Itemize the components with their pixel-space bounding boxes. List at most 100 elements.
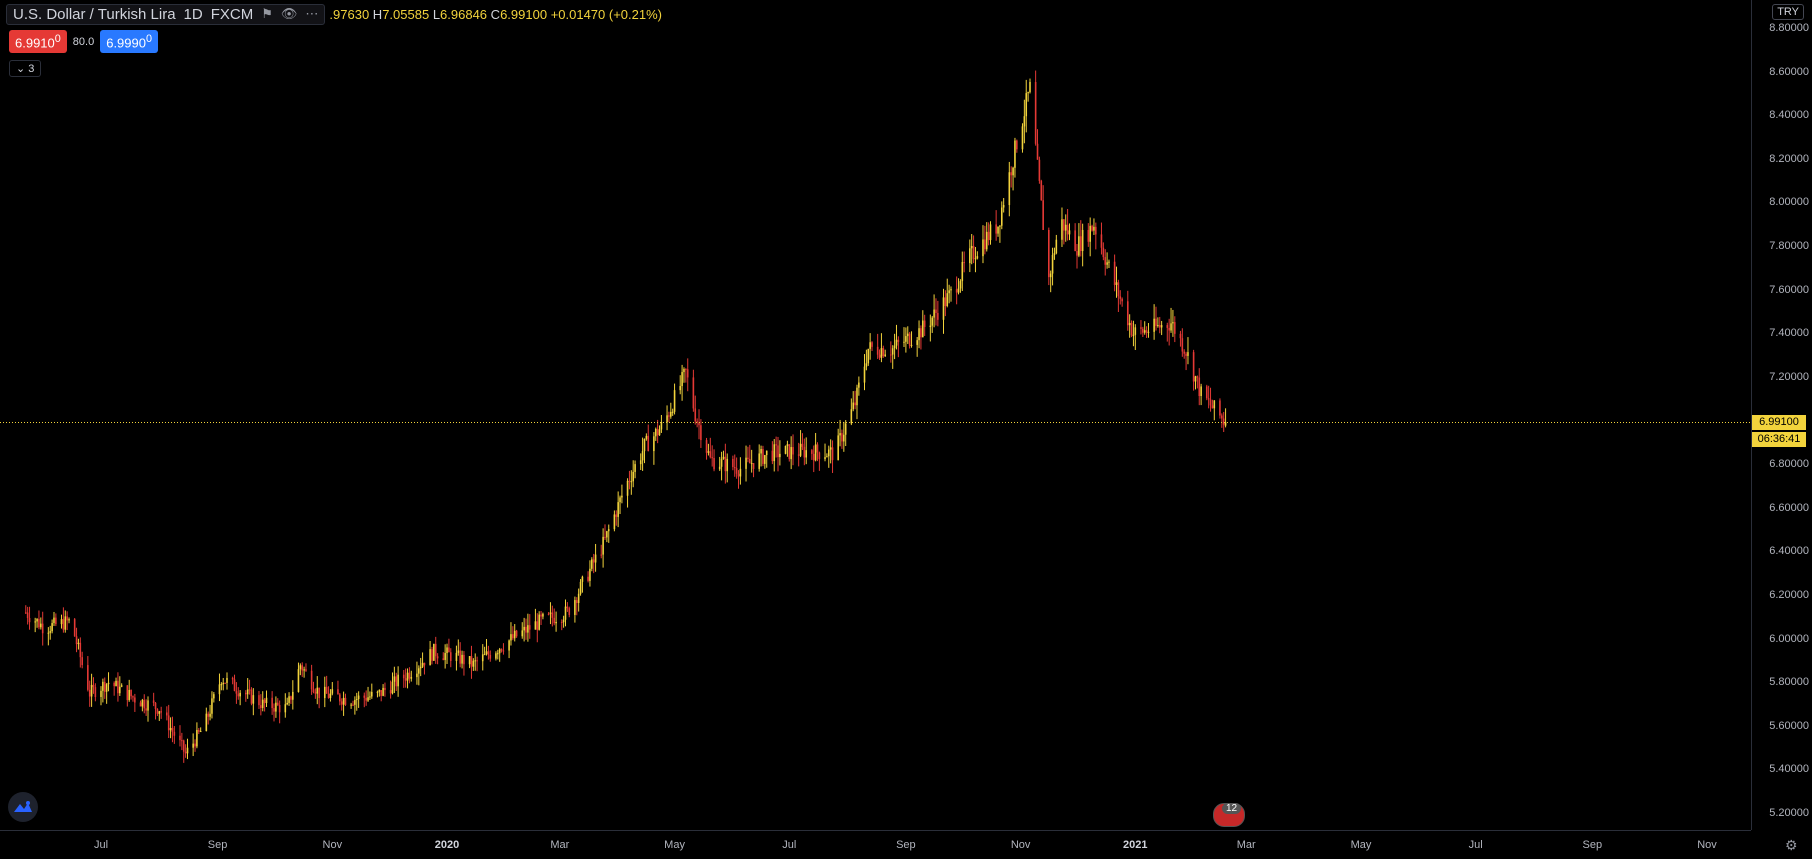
candle-body — [327, 693, 330, 698]
candle-body — [367, 697, 369, 701]
time-tick-label: Nov — [1010, 839, 1031, 851]
price-axis[interactable]: 8.80000 8.60000 8.40000 8.20000 8.00000 7.800… — [1751, 0, 1812, 830]
candle-body — [154, 702, 157, 709]
candle-body — [331, 689, 334, 694]
candle-body — [801, 443, 804, 447]
candle-body — [969, 248, 971, 264]
tradingview-logo-icon[interactable] — [8, 792, 38, 822]
candle-body — [944, 297, 947, 306]
candle-body — [1121, 298, 1123, 302]
candle-body — [841, 433, 843, 442]
candle-body — [1115, 282, 1118, 285]
candle-body — [733, 467, 736, 469]
candle-body — [169, 727, 172, 731]
candle-series[interactable] — [24, 70, 1227, 763]
candle-body — [891, 348, 894, 355]
candle-body — [643, 438, 646, 452]
candle-body — [1117, 282, 1120, 297]
candle-body — [923, 320, 926, 327]
candle-body — [515, 630, 518, 637]
symbol-title[interactable]: U.S. Dollar / Turkish Lira 1D FXCM ⚑ 👁 ⋯ — [6, 3, 326, 25]
candle-body — [1222, 418, 1225, 425]
events-count[interactable]: 12 — [1222, 803, 1242, 814]
candle-body — [263, 699, 266, 704]
candle-body — [355, 699, 358, 701]
more-icon[interactable]: ⋯ — [305, 6, 319, 21]
candle-body — [92, 684, 95, 688]
time-axis[interactable]: Jul Sep Nov 2020 Mar May Jul Sep Nov 2021 Mar May Ju… — [0, 830, 1751, 859]
candle-body — [350, 704, 352, 706]
candle-body — [382, 687, 384, 696]
candle-body — [985, 231, 988, 250]
candle-body — [829, 447, 832, 450]
price-tick-label: 6.00000 — [1769, 632, 1809, 645]
price-tick-label: 8.00000 — [1769, 196, 1809, 209]
sell-button[interactable]: 6.99100 — [9, 30, 67, 54]
candle-body — [718, 466, 721, 470]
candle-body — [906, 333, 909, 337]
eye-icon[interactable]: 👁 — [280, 6, 298, 21]
candle-body — [1051, 254, 1054, 274]
price-chart[interactable] — [0, 0, 1751, 830]
candle-body — [656, 428, 659, 436]
candle-body — [1093, 226, 1095, 231]
candle-body — [474, 660, 477, 662]
high-value: 7.05585 — [382, 6, 430, 22]
candle-body — [271, 697, 273, 709]
candle-body — [299, 665, 302, 670]
candle-body — [726, 458, 729, 472]
candle-body — [449, 652, 452, 661]
candle-body — [745, 457, 747, 469]
candle-body — [972, 245, 975, 259]
candle-body — [472, 660, 475, 667]
candle-body — [115, 680, 117, 687]
candle-body — [634, 464, 636, 472]
candle-body — [446, 647, 448, 654]
candle-body — [1126, 301, 1129, 326]
gear-icon[interactable]: ⚙ — [1785, 837, 1798, 853]
candle-body — [918, 328, 920, 341]
candle-body — [468, 656, 471, 665]
candle-body — [66, 616, 68, 621]
candle-body — [182, 740, 185, 752]
candle-body — [641, 451, 644, 461]
buy-button[interactable]: 6.99900 — [100, 30, 159, 54]
chevron-down-icon: ⌄ — [16, 63, 26, 75]
candle-body — [433, 643, 435, 661]
candle-body — [814, 444, 817, 461]
candle-body — [1021, 126, 1024, 150]
candle-body — [1183, 351, 1186, 354]
candle-body — [288, 696, 290, 703]
candle-body — [363, 695, 366, 698]
candle-body — [28, 618, 31, 623]
candle-body — [760, 448, 762, 454]
candle-body — [1079, 236, 1082, 252]
candle-body — [607, 529, 610, 532]
candle-body — [40, 623, 42, 628]
candle-body — [132, 696, 134, 698]
flag-icon[interactable]: ⚑ — [261, 6, 273, 21]
candle-body — [337, 689, 339, 695]
candle-body — [876, 346, 879, 355]
candle-body — [591, 559, 593, 569]
candle-body — [197, 729, 200, 732]
candle-body — [342, 697, 345, 705]
currency-badge[interactable]: TRY — [1772, 4, 1804, 20]
candle-body — [297, 669, 300, 692]
candle-body — [1102, 247, 1105, 258]
candle-body — [1207, 398, 1210, 400]
indicators-toggle[interactable]: ⌄ 3 — [9, 60, 42, 77]
candle-body — [141, 699, 144, 707]
candle-body — [950, 289, 952, 291]
candle-body — [666, 415, 668, 423]
candle-body — [431, 649, 433, 661]
candle-body — [895, 339, 898, 346]
candle-body — [626, 480, 629, 496]
candle-body — [173, 731, 176, 736]
chart-area[interactable] — [0, 0, 1751, 830]
candle-body — [128, 689, 131, 701]
candle-body — [34, 621, 36, 623]
candle-body — [1012, 167, 1014, 176]
candle-body — [534, 621, 537, 630]
candle-body — [908, 333, 911, 346]
